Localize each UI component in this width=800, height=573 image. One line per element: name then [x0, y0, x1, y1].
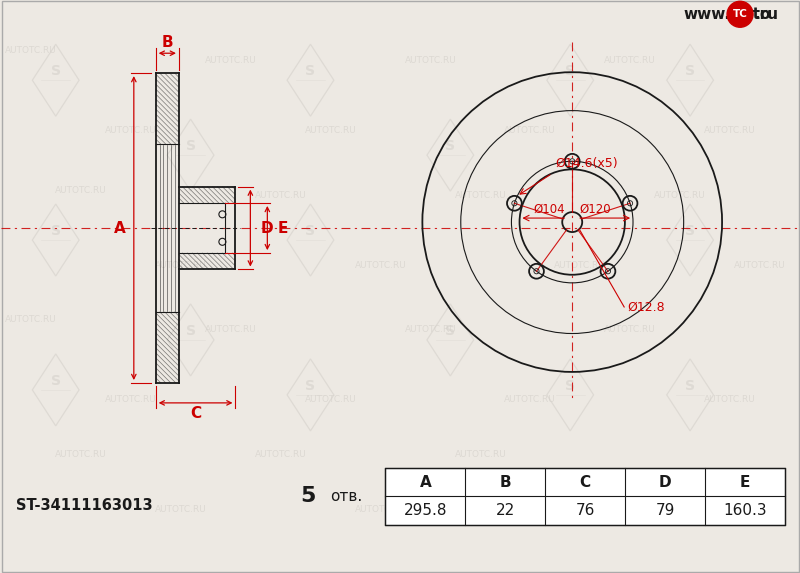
Text: AUTOTC.RU: AUTOTC.RU [5, 316, 57, 324]
Text: D: D [260, 221, 273, 236]
Text: S: S [685, 379, 695, 393]
Circle shape [727, 1, 753, 28]
Text: AUTOTC.RU: AUTOTC.RU [254, 191, 306, 199]
Text: S: S [565, 379, 575, 393]
Text: AUTOTC.RU: AUTOTC.RU [105, 395, 157, 405]
Text: AUTOTC.RU: AUTOTC.RU [305, 395, 356, 405]
Text: S: S [306, 379, 315, 393]
Text: S: S [306, 224, 315, 238]
Text: AUTOTC.RU: AUTOTC.RU [205, 56, 257, 65]
Text: S: S [685, 224, 695, 238]
Text: AUTOTC.RU: AUTOTC.RU [405, 56, 456, 65]
Text: A: A [114, 221, 126, 236]
Text: www.Auto: www.Auto [683, 7, 770, 22]
Text: AUTOTC.RU: AUTOTC.RU [154, 261, 206, 269]
Text: AUTOTC.RU: AUTOTC.RU [504, 125, 556, 135]
Text: AUTOTC.RU: AUTOTC.RU [405, 325, 456, 335]
Text: S: S [306, 64, 315, 78]
Text: AUTOTC.RU: AUTOTC.RU [55, 186, 106, 195]
Text: S: S [50, 374, 61, 388]
Text: AUTOTC.RU: AUTOTC.RU [454, 450, 506, 460]
Text: C: C [190, 406, 201, 421]
Text: S: S [50, 64, 61, 78]
Text: AUTOTC.RU: AUTOTC.RU [105, 125, 157, 135]
Text: Ø120: Ø120 [579, 203, 611, 216]
Text: 295.8: 295.8 [404, 503, 447, 518]
Text: AUTOTC.RU: AUTOTC.RU [55, 450, 106, 460]
Text: TC: TC [733, 9, 747, 19]
Text: .ru: .ru [754, 7, 778, 22]
Text: A: A [419, 474, 431, 489]
Text: AUTOTC.RU: AUTOTC.RU [205, 325, 257, 335]
Text: AUTOTC.RU: AUTOTC.RU [5, 46, 57, 55]
Text: ST-34111163013: ST-34111163013 [16, 499, 152, 513]
Text: S: S [446, 324, 455, 338]
Text: 160.3: 160.3 [723, 503, 767, 518]
Text: 76: 76 [575, 503, 595, 518]
Text: AUTOTC.RU: AUTOTC.RU [554, 261, 606, 269]
Text: AUTOTC.RU: AUTOTC.RU [305, 125, 356, 135]
Text: S: S [186, 139, 196, 153]
Text: AUTOTC.RU: AUTOTC.RU [254, 450, 306, 460]
Text: S: S [685, 64, 695, 78]
Text: AUTOTC.RU: AUTOTC.RU [354, 261, 406, 269]
Text: B: B [162, 35, 173, 50]
Text: AUTOTC.RU: AUTOTC.RU [704, 125, 756, 135]
Text: S: S [50, 224, 61, 238]
Text: 22: 22 [496, 503, 515, 518]
Text: S: S [186, 324, 196, 338]
Text: 5: 5 [300, 486, 315, 507]
Text: AUTOTC.RU: AUTOTC.RU [704, 395, 756, 405]
Text: B: B [499, 474, 511, 489]
Text: C: C [580, 474, 590, 489]
Text: AUTOTC.RU: AUTOTC.RU [154, 505, 206, 515]
Text: AUTOTC.RU: AUTOTC.RU [734, 261, 786, 269]
Text: отв.: отв. [330, 489, 362, 504]
Text: AUTOTC.RU: AUTOTC.RU [654, 191, 706, 199]
Text: Ø14.6(x5): Ø14.6(x5) [555, 158, 618, 170]
Bar [386, 468, 785, 525]
Text: Ø12.8: Ø12.8 [627, 300, 665, 313]
Text: 79: 79 [655, 503, 675, 518]
Text: AUTOTC.RU: AUTOTC.RU [504, 395, 556, 405]
Text: E: E [278, 221, 288, 236]
Text: S: S [446, 139, 455, 153]
Text: AUTOTC.RU: AUTOTC.RU [354, 505, 406, 515]
Text: S: S [565, 64, 575, 78]
Text: AUTOTC.RU: AUTOTC.RU [604, 325, 656, 335]
Text: E: E [740, 474, 750, 489]
Text: D: D [659, 474, 671, 489]
Text: AUTOTC.RU: AUTOTC.RU [604, 56, 656, 65]
Text: AUTOTC.RU: AUTOTC.RU [454, 191, 506, 199]
Text: Ø104: Ø104 [534, 203, 566, 216]
